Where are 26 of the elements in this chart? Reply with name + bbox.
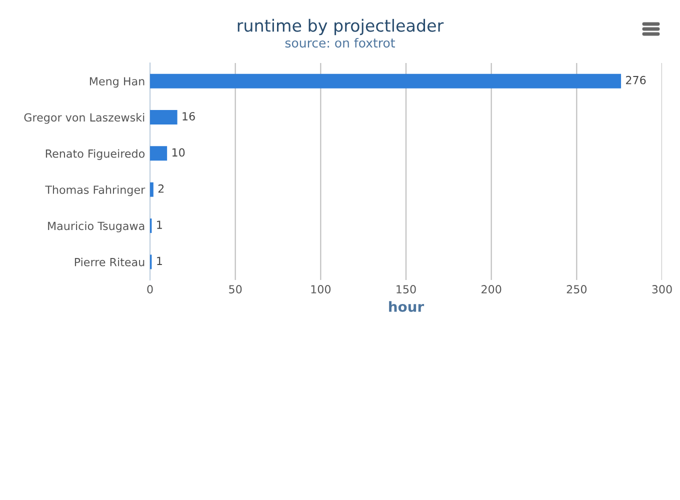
bar: [150, 182, 154, 197]
x-tick-label: 250: [566, 285, 587, 294]
y-tick-label: Mauricio Tsugawa: [48, 222, 144, 232]
data-label: 16: [182, 112, 195, 120]
bar: [150, 110, 178, 124]
x-tick-label: 200: [482, 285, 502, 294]
chart-title: runtime by projectleader: [238, 18, 444, 36]
bar: [150, 74, 622, 88]
chart-subtitle: source: on foxtrot: [285, 38, 395, 48]
data-label: 1: [157, 220, 162, 229]
y-tick-label: Gregor von Laszewski: [24, 113, 144, 124]
data-label: 2: [158, 184, 164, 193]
y-tick-label: Thomas Fahringer: [45, 185, 146, 196]
bar: [150, 146, 168, 161]
x-axis-title: hour: [389, 301, 424, 312]
x-tick-label: 0: [147, 285, 153, 294]
y-tick-label: Meng Han: [90, 77, 144, 88]
data-label: 1: [157, 256, 162, 265]
x-tick-label: 150: [396, 285, 416, 294]
x-tick-label: 50: [229, 285, 242, 294]
y-tick-label: Renato Figueiredo: [46, 149, 145, 160]
data-label: 276: [626, 76, 646, 84]
x-tick-label: 100: [311, 285, 331, 294]
data-label: 10: [172, 148, 185, 157]
x-tick-label: 300: [652, 285, 672, 294]
y-tick-label: Pierre Riteau: [74, 258, 144, 266]
